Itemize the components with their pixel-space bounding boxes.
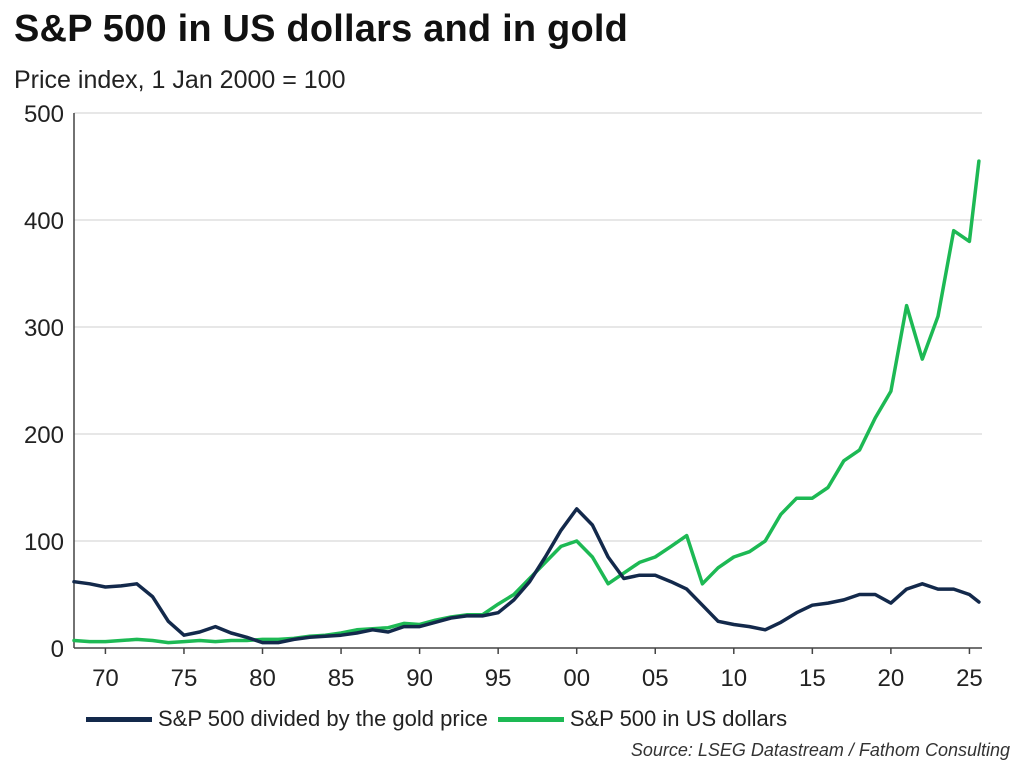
axes [73,113,982,654]
series-line-sp500-in-gold [72,507,981,645]
series-lines [72,159,981,645]
legend-swatch-usd [497,716,564,722]
y-tick-label-300: 300 [24,315,64,342]
x-tick-label-75: 75 [171,665,198,692]
x-tick-label-20: 20 [878,665,905,692]
x-tick-label-70: 70 [92,665,119,692]
x-tick-label-95: 95 [485,665,512,692]
x-tick-label-10: 10 [720,665,747,692]
x-tick-label-15: 15 [799,665,826,692]
legend-item-usd: S&P 500 in US dollars [497,706,788,732]
legend: S&P 500 divided by the gold price S&P 50… [86,706,797,732]
series-line-sp500-usd [72,159,981,645]
chart-title: S&P 500 in US dollars and in gold [14,8,629,50]
x-tick-label-90: 90 [406,665,433,692]
x-tick-label-25: 25 [956,665,983,692]
source-note: Source: LSEG Datastream / Fathom Consult… [630,740,1010,760]
chart-subtitle: Price index, 1 Jan 2000 = 100 [14,66,346,94]
x-tick-label-85: 85 [328,665,355,692]
y-tick-label-100: 100 [24,529,64,556]
legend-label-usd: S&P 500 in US dollars [569,706,788,731]
x-tick-label-80: 80 [249,665,276,692]
y-tick-label-400: 400 [24,208,64,235]
y-tick-label-200: 200 [24,422,64,449]
y-tick-label-0: 0 [51,636,64,663]
y-tick-label-500: 500 [24,101,64,128]
legend-label-gold: S&P 500 divided by the gold price [158,706,488,731]
gridlines [74,112,982,542]
x-tick-label-05: 05 [642,665,669,692]
legend-swatch-gold [86,716,152,722]
legend-item-gold: S&P 500 divided by the gold price [86,706,488,732]
x-tick-label-00: 00 [563,665,590,692]
tick-labels: 0 100 200 300 400 500 70 75 80 85 90 95 00 05 10 15 20 25 [24,101,983,692]
